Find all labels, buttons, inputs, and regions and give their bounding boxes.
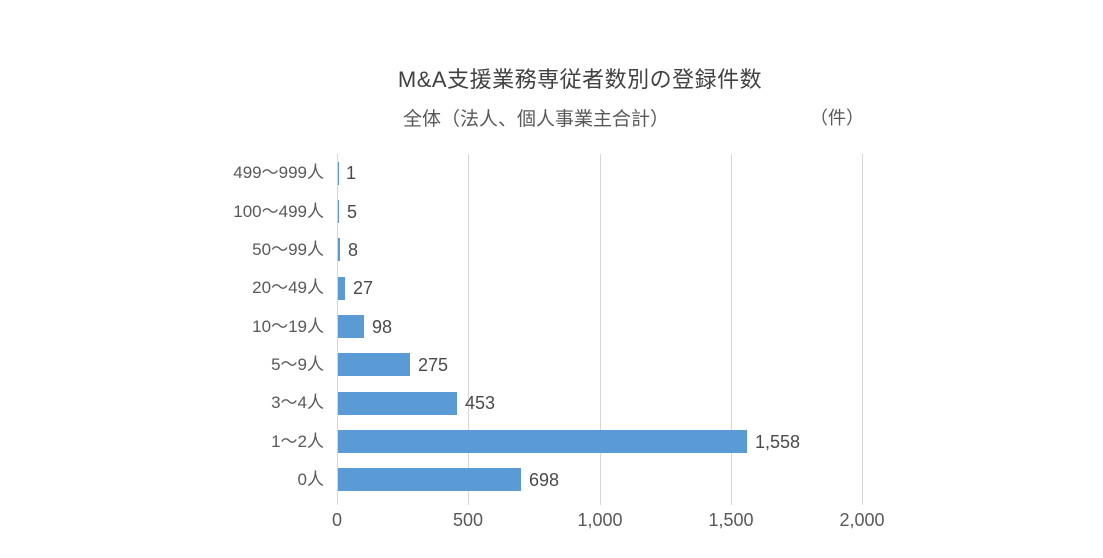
category-label: 5〜9人 [271,355,324,374]
bar [338,277,346,300]
chart-subtitle: 全体（法人、個人事業主合計） [402,109,669,130]
category-label: 3〜4人 [271,393,324,412]
value-label: 453 [465,393,496,413]
bar [338,353,411,376]
x-axis-tick-label: 1,000 [577,510,623,530]
x-axis-tick-label: 0 [331,510,342,530]
value-label: 1,558 [755,432,801,452]
category-label: 100〜499人 [233,202,324,221]
gridline [468,154,469,505]
gridline [337,154,338,505]
value-label: 8 [348,240,359,260]
category-label: 499〜999人 [233,163,324,182]
x-axis-tick-label: 500 [452,510,484,530]
gridline [862,154,863,505]
category-label: 1〜2人 [271,432,324,451]
value-label: 5 [347,202,358,222]
value-label: 98 [372,317,393,337]
bar [338,392,457,415]
bar [338,238,341,261]
gridline [600,154,601,505]
bar [338,162,339,185]
bar [338,468,522,491]
value-label: 27 [353,278,374,298]
value-label: 275 [418,355,449,375]
category-label: 20〜49人 [252,278,324,297]
bar [338,200,340,223]
plot-area [337,154,863,505]
bar [338,430,747,453]
category-label: 0人 [297,470,324,489]
value-label: 1 [346,163,357,183]
value-label: 698 [529,470,560,490]
category-label: 10〜19人 [252,317,324,336]
category-label: 50〜99人 [252,240,324,259]
unit-label: （件） [810,108,864,128]
chart-title: M&A支援業務専従者数別の登録件数 [397,67,763,92]
bar [338,315,364,338]
gridline [731,154,732,505]
x-axis-tick-label: 1,500 [708,510,754,530]
x-axis-tick-label: 2,000 [839,510,885,530]
